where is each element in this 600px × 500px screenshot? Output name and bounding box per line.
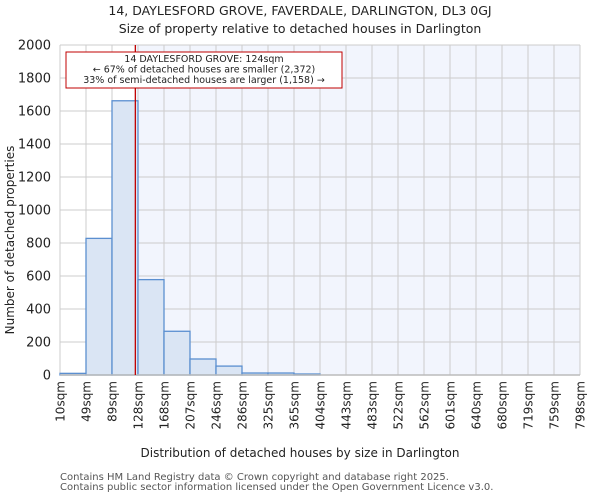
x-tick-label: 522sqm [392, 381, 406, 429]
x-tick-label: 798sqm [574, 381, 588, 429]
y-tick-label: 0 [43, 369, 51, 384]
y-tick-label: 200 [26, 336, 51, 351]
x-tick-label: 759sqm [548, 381, 562, 429]
x-tick-label: 246sqm [210, 381, 224, 429]
x-tick-label: 601sqm [444, 381, 458, 429]
x-tick-label: 168sqm [158, 381, 172, 429]
x-tick-label: 89sqm [106, 381, 120, 422]
histogram-bar [137, 278, 165, 376]
x-tick-label: 325sqm [262, 381, 276, 429]
y-tick-label: 600 [26, 270, 51, 285]
x-tick-label: 719sqm [522, 381, 536, 429]
y-tick-label: 1200 [18, 171, 51, 186]
y-tick-label: 1400 [18, 138, 51, 153]
y-tick-label: 2000 [18, 39, 51, 54]
x-tick-label: 10sqm [54, 381, 68, 422]
annotation-text-line: 14 DAYLESFORD GROVE: 124sqm [124, 54, 283, 65]
x-tick-label: 680sqm [496, 381, 510, 429]
histogram-bar [215, 365, 243, 376]
x-tick-label: 404sqm [314, 381, 328, 429]
histogram-bar [111, 100, 139, 376]
y-tick-label: 1600 [18, 105, 51, 120]
histogram-bar [163, 330, 191, 376]
x-tick-label: 443sqm [340, 381, 354, 429]
x-axis-label: Distribution of detached houses by size … [141, 446, 460, 460]
footer-line-1: Contains HM Land Registry data © Crown c… [60, 472, 449, 483]
chart-title: 14, DAYLESFORD GROVE, FAVERDALE, DARLING… [108, 3, 492, 18]
y-tick-label: 1800 [18, 72, 51, 87]
annotation-text-line: ← 67% of detached houses are smaller (2,… [93, 65, 316, 76]
annotation-text-line: 33% of semi-detached houses are larger (… [83, 75, 325, 86]
x-tick-label: 207sqm [184, 381, 198, 429]
x-tick-label: 640sqm [470, 381, 484, 429]
x-tick-label: 286sqm [236, 381, 250, 429]
y-axis-label: Number of detached properties [3, 146, 17, 335]
y-tick-label: 800 [26, 237, 51, 252]
x-tick-label: 128sqm [132, 381, 146, 429]
chart-subtitle: Size of property relative to detached ho… [118, 21, 482, 36]
y-tick-label: 1000 [18, 204, 51, 219]
histogram-bar [189, 358, 217, 376]
x-tick-label: 483sqm [366, 381, 380, 429]
x-tick-label: 365sqm [288, 381, 302, 429]
annotation-box [65, 51, 343, 89]
x-tick-label: 562sqm [418, 381, 432, 429]
y-tick-label: 400 [26, 303, 51, 318]
x-tick-label: 49sqm [80, 381, 94, 422]
histogram-bar [85, 237, 113, 376]
footer-line-2: Contains public sector information licen… [60, 482, 494, 493]
